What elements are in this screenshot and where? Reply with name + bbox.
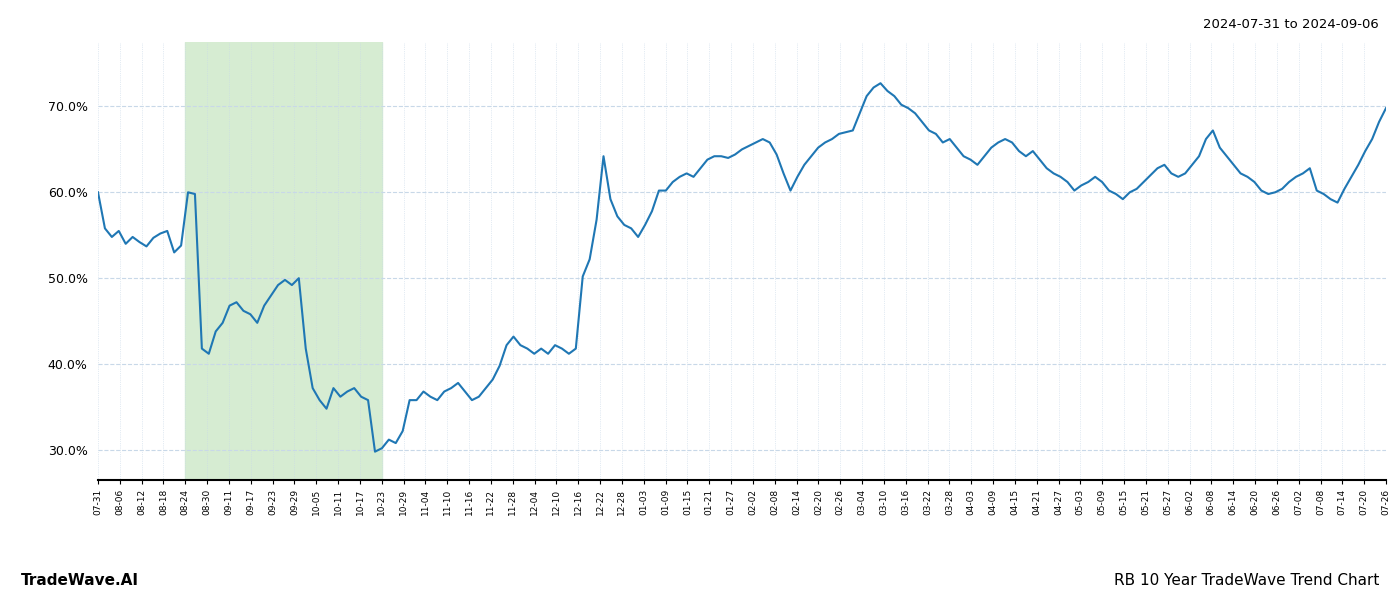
Text: RB 10 Year TradeWave Trend Chart: RB 10 Year TradeWave Trend Chart bbox=[1113, 573, 1379, 588]
Bar bbox=[185, 42, 382, 480]
Text: 2024-07-31 to 2024-09-06: 2024-07-31 to 2024-09-06 bbox=[1203, 18, 1379, 31]
Text: TradeWave.AI: TradeWave.AI bbox=[21, 573, 139, 588]
